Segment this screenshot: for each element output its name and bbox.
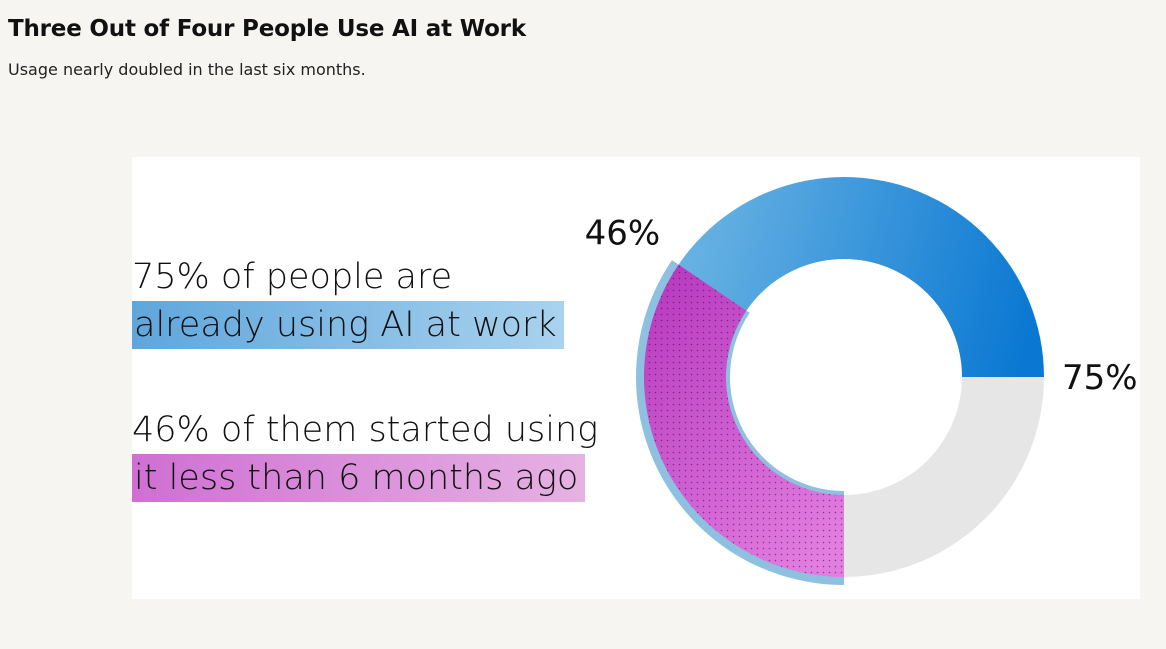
donut-label-75: 75% <box>1062 358 1138 398</box>
stat-recent-adoption-highlight: it less than 6 months ago <box>132 454 586 502</box>
donut-chart: 75% 46% <box>585 177 1138 585</box>
stat-recent-adoption-line1: 46% of them started using <box>132 410 599 450</box>
infographic-card: 75% of people are already using AI at wo… <box>132 157 1140 599</box>
stat-ai-usage-highlight: already using AI at work <box>132 301 564 349</box>
stat-ai-usage: 75% of people are already using AI at wo… <box>132 253 564 349</box>
donut-slice-not-using <box>844 377 1044 577</box>
donut-slice-recent-pattern <box>644 264 844 577</box>
page-subtitle: Usage nearly doubled in the last six mon… <box>8 60 366 79</box>
stat-recent-adoption: 46% of them started using it less than 6… <box>132 406 598 502</box>
page-title: Three Out of Four People Use AI at Work <box>8 16 526 42</box>
stat-ai-usage-line1: 75% of people are <box>132 257 453 297</box>
donut-label-46: 46% <box>585 214 661 254</box>
